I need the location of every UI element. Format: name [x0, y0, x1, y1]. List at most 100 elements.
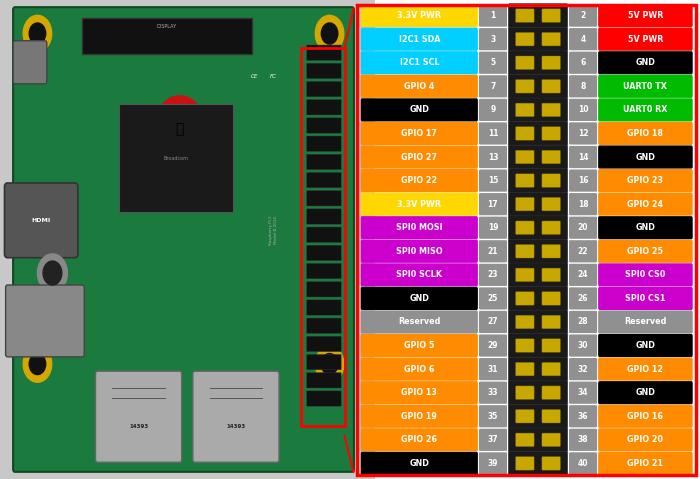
Text: Raspberry Pi 2
Model B 2014: Raspberry Pi 2 Model B 2014	[269, 215, 278, 245]
FancyBboxPatch shape	[598, 287, 693, 310]
FancyBboxPatch shape	[6, 285, 84, 357]
Text: GND: GND	[636, 388, 655, 397]
FancyBboxPatch shape	[307, 63, 341, 79]
FancyBboxPatch shape	[516, 244, 534, 258]
FancyBboxPatch shape	[479, 52, 507, 74]
FancyBboxPatch shape	[479, 358, 507, 380]
Text: SPI0 SCLK: SPI0 SCLK	[396, 270, 442, 279]
FancyBboxPatch shape	[479, 334, 507, 357]
FancyBboxPatch shape	[516, 315, 534, 329]
FancyBboxPatch shape	[569, 334, 597, 357]
FancyBboxPatch shape	[598, 428, 693, 451]
FancyBboxPatch shape	[307, 118, 341, 133]
FancyBboxPatch shape	[598, 75, 693, 98]
FancyBboxPatch shape	[479, 287, 507, 309]
Text: GPIO 21: GPIO 21	[627, 459, 664, 468]
FancyBboxPatch shape	[542, 197, 561, 211]
FancyBboxPatch shape	[479, 146, 507, 168]
FancyBboxPatch shape	[542, 292, 561, 305]
FancyBboxPatch shape	[508, 122, 568, 145]
FancyBboxPatch shape	[516, 174, 534, 187]
FancyBboxPatch shape	[569, 122, 597, 145]
Text: GND: GND	[636, 152, 655, 161]
Text: GPIO 4: GPIO 4	[404, 82, 435, 91]
Text: 16: 16	[578, 176, 588, 185]
Text: GPIO 5: GPIO 5	[404, 341, 435, 350]
Circle shape	[321, 23, 338, 44]
FancyBboxPatch shape	[360, 452, 478, 475]
Text: 40: 40	[578, 459, 588, 468]
FancyBboxPatch shape	[542, 315, 561, 329]
FancyBboxPatch shape	[598, 193, 693, 216]
Text: 18: 18	[578, 200, 589, 209]
Text: 34: 34	[578, 388, 588, 397]
Text: GPIO 16: GPIO 16	[627, 412, 664, 421]
FancyBboxPatch shape	[360, 193, 478, 216]
FancyBboxPatch shape	[360, 216, 478, 240]
FancyBboxPatch shape	[13, 7, 354, 472]
Text: SPI0 CS0: SPI0 CS0	[625, 270, 666, 279]
Circle shape	[161, 105, 199, 153]
FancyBboxPatch shape	[598, 122, 693, 145]
Circle shape	[29, 354, 46, 375]
Text: 5V PWR: 5V PWR	[628, 34, 663, 44]
Text: 8: 8	[580, 82, 586, 91]
FancyBboxPatch shape	[508, 452, 568, 475]
Text: 17: 17	[488, 200, 498, 209]
Text: 1: 1	[490, 11, 496, 20]
FancyBboxPatch shape	[360, 263, 478, 286]
FancyBboxPatch shape	[360, 287, 478, 310]
FancyBboxPatch shape	[4, 183, 78, 258]
FancyBboxPatch shape	[479, 217, 507, 239]
FancyBboxPatch shape	[569, 4, 597, 27]
FancyBboxPatch shape	[307, 45, 341, 60]
FancyBboxPatch shape	[516, 362, 534, 376]
Text: GND: GND	[636, 223, 655, 232]
FancyBboxPatch shape	[479, 75, 507, 97]
FancyBboxPatch shape	[598, 405, 693, 428]
FancyBboxPatch shape	[307, 209, 341, 224]
FancyBboxPatch shape	[360, 4, 478, 27]
FancyBboxPatch shape	[569, 452, 597, 475]
Text: 27: 27	[488, 318, 498, 327]
FancyBboxPatch shape	[516, 126, 534, 140]
Text: FC: FC	[270, 74, 277, 79]
FancyBboxPatch shape	[307, 136, 341, 151]
FancyBboxPatch shape	[542, 33, 561, 46]
FancyBboxPatch shape	[307, 373, 341, 388]
Text: 23: 23	[488, 270, 498, 279]
FancyBboxPatch shape	[360, 75, 478, 98]
FancyBboxPatch shape	[516, 433, 534, 446]
Text: 37: 37	[488, 435, 498, 445]
FancyBboxPatch shape	[542, 339, 561, 353]
FancyBboxPatch shape	[307, 100, 341, 115]
FancyBboxPatch shape	[479, 99, 507, 121]
FancyBboxPatch shape	[542, 56, 561, 69]
FancyBboxPatch shape	[307, 227, 341, 242]
FancyBboxPatch shape	[479, 122, 507, 145]
FancyBboxPatch shape	[508, 98, 568, 122]
FancyBboxPatch shape	[508, 216, 568, 240]
FancyBboxPatch shape	[542, 150, 561, 164]
FancyBboxPatch shape	[360, 28, 478, 51]
FancyBboxPatch shape	[598, 4, 693, 27]
Text: 11: 11	[488, 129, 498, 138]
Text: 35: 35	[488, 412, 498, 421]
FancyBboxPatch shape	[307, 245, 341, 261]
Text: HDMI: HDMI	[32, 218, 51, 223]
Text: SPI0 MISO: SPI0 MISO	[396, 247, 442, 256]
FancyBboxPatch shape	[516, 410, 534, 423]
Text: 12: 12	[578, 129, 588, 138]
FancyBboxPatch shape	[516, 33, 534, 46]
FancyBboxPatch shape	[598, 240, 693, 263]
FancyBboxPatch shape	[360, 51, 478, 74]
FancyBboxPatch shape	[516, 103, 534, 117]
FancyBboxPatch shape	[542, 456, 561, 470]
Text: UART0 TX: UART0 TX	[624, 82, 667, 91]
FancyBboxPatch shape	[360, 428, 478, 451]
FancyBboxPatch shape	[598, 169, 693, 192]
FancyBboxPatch shape	[479, 170, 507, 192]
FancyBboxPatch shape	[598, 357, 693, 381]
Text: 4: 4	[580, 34, 586, 44]
Text: GPIO 20: GPIO 20	[627, 435, 664, 445]
